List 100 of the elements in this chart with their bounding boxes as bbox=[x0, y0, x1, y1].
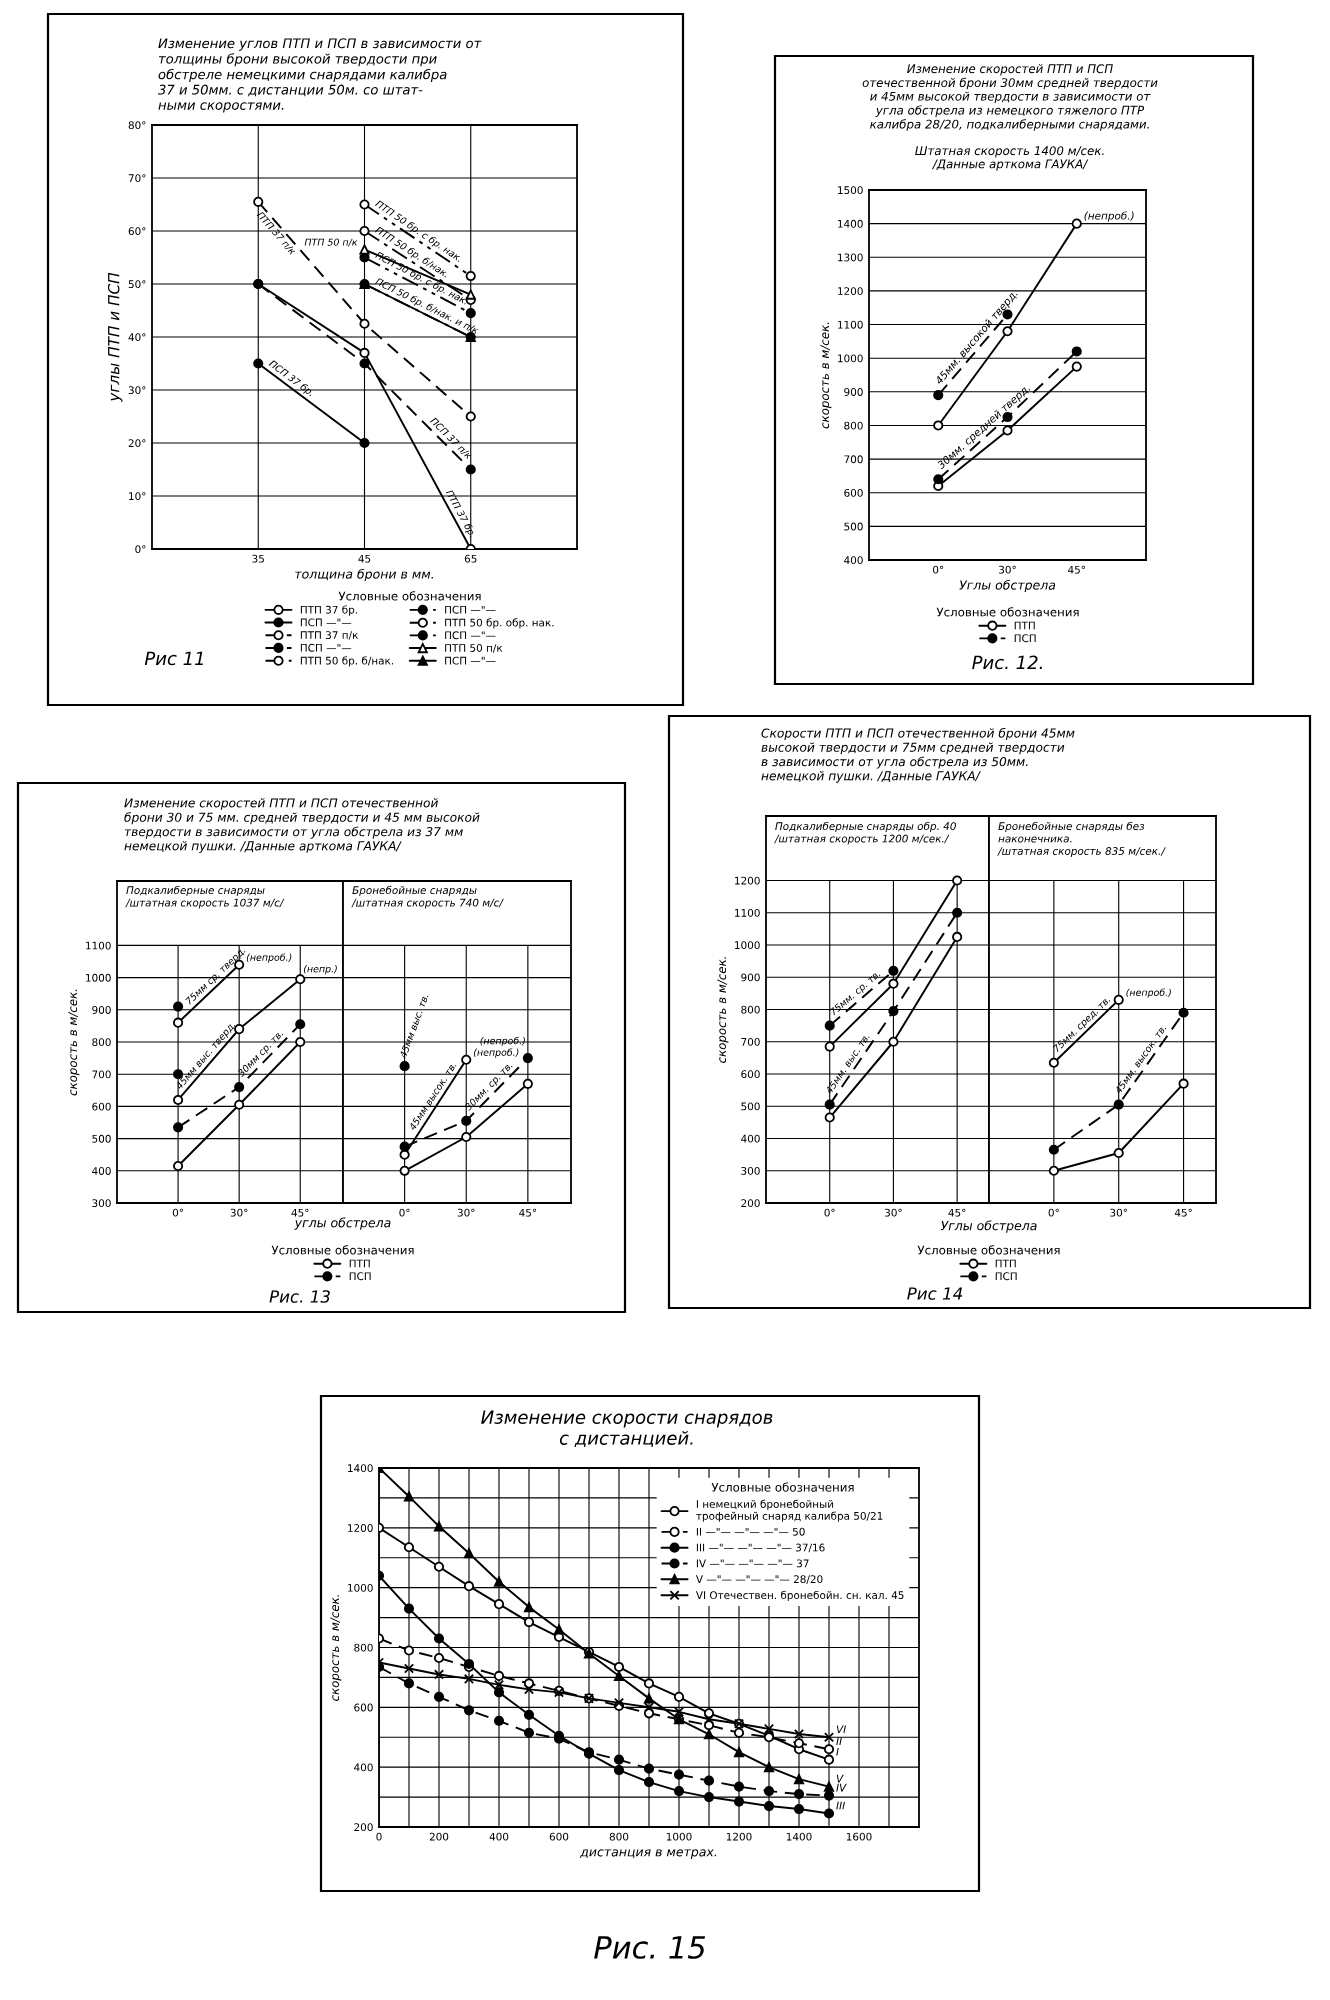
x-tick-label: 0° bbox=[1048, 1208, 1059, 1217]
annotation: 45мм выс. тв. bbox=[399, 993, 429, 1059]
text: Рис. 13 bbox=[269, 1290, 330, 1303]
legend-label: ПТП 37 бр. bbox=[300, 605, 357, 616]
text: Рис 14 bbox=[907, 1287, 963, 1300]
chart-title: Изменение скорости снарядов с дистанцией. bbox=[481, 1410, 773, 1448]
text: Бронебойные снаряды /штатная скорость 740 м/с/ bbox=[351, 885, 504, 909]
y-tick-label: 1100 bbox=[86, 941, 111, 950]
y-tick-label: 1500 bbox=[838, 186, 863, 195]
y-tick-label: 200 bbox=[741, 1199, 760, 1208]
x-tick-label: 45° bbox=[1068, 565, 1085, 574]
x-tick-label: 30° bbox=[230, 1208, 248, 1217]
y-axis-title: скорость в м/сек. bbox=[717, 957, 729, 1063]
y-tick-label: 800 bbox=[92, 1038, 111, 1047]
x-tick-label: 1000 bbox=[666, 1832, 692, 1841]
legend-label: ПСП —"— bbox=[445, 631, 496, 640]
y-tick-label: 0° bbox=[135, 545, 146, 554]
y-tick-label: 1000 bbox=[86, 973, 111, 982]
legend-label: ПТП bbox=[1014, 621, 1035, 630]
y-tick-label: 1100 bbox=[838, 320, 863, 329]
text: Рис. 12. bbox=[972, 655, 1042, 670]
annotation: II bbox=[836, 1737, 842, 1746]
annotation: (непроб.) bbox=[246, 953, 292, 963]
y-tick-label: 600 bbox=[741, 1070, 760, 1079]
x-tick-label: 200 bbox=[429, 1832, 449, 1841]
annotation: (непроб.) bbox=[480, 1036, 525, 1047]
legend-label: ПСП —"— bbox=[300, 618, 352, 627]
y-tick-label: 80° bbox=[128, 121, 146, 130]
legend-label: VI Отечествен. бронебойн. сн. кал. 45 bbox=[695, 1590, 904, 1602]
y-tick-label: 800 bbox=[844, 421, 863, 430]
legend-label: ПСП —"— bbox=[445, 656, 496, 665]
y-tick-label: 40° bbox=[128, 333, 146, 342]
y-tick-label: 50° bbox=[128, 280, 146, 289]
y-tick-label: 400 bbox=[92, 1167, 111, 1175]
x-tick-label: 1600 bbox=[846, 1832, 872, 1841]
y-tick-label: 30° bbox=[128, 386, 146, 395]
x-tick-label: 30° bbox=[1110, 1208, 1127, 1217]
legend-label: ПТП 50 бр. обр. нак. bbox=[445, 618, 554, 629]
chart-title: Изменение скоростей ПТП и ПСП отечественной брони 30мм средней твердости и 45мм высокой твердости в зависимости от угла обстрела из немецкого тяжелого ПТР калибра 28/20, подкалиберными снарядами. bbox=[862, 64, 1158, 131]
text: Подкалиберные снаряды /штатная скорость 1037 м/с/ bbox=[125, 885, 285, 909]
chart-title: Изменение углов ПТП и ПСП в зависимости от толщины брони высокой твердости при обстреле немецкими снарядами калибра 37 и 50мм. с дистанции 50м. со штат- ными скоростями. bbox=[158, 38, 482, 113]
annotation: III bbox=[836, 1801, 845, 1810]
y-tick-label: 60° bbox=[128, 227, 146, 236]
legend-label: III —"— —"— —"— 37/16 bbox=[696, 1543, 825, 1553]
annotation: VI bbox=[836, 1725, 846, 1734]
legend-title: Условные обозначения bbox=[917, 1245, 1060, 1255]
y-tick-label: 10° bbox=[129, 492, 146, 501]
x-axis-title: толщина брони в мм. bbox=[295, 568, 434, 582]
x-tick-label: 0° bbox=[824, 1208, 835, 1217]
x-tick-label: 0° bbox=[172, 1208, 184, 1217]
x-tick-label: 1200 bbox=[726, 1832, 752, 1841]
text: Рис. 15 bbox=[594, 1936, 706, 1959]
y-tick-label: 800 bbox=[741, 1005, 760, 1014]
annotation: ПТП 37 бр. bbox=[444, 489, 477, 539]
text: Бронебойные снаряды без наконечника. /штатная скорость 835 м/сек./ bbox=[997, 821, 1166, 857]
x-tick-label: 45° bbox=[1174, 1208, 1192, 1217]
y-tick-label: 500 bbox=[741, 1102, 760, 1111]
text: Подкалиберные снаряды обр. 40 /штатная скорость 1200 м/сек./ bbox=[774, 821, 956, 845]
annotation: (непроб.) bbox=[1126, 988, 1171, 998]
x-axis-title: углы обстрела bbox=[294, 1217, 391, 1230]
y-tick-label: 300 bbox=[741, 1166, 760, 1175]
chart-subtitle: Штатная скорость 1400 м/сек. /Данные арткома ГАУКА/ bbox=[915, 146, 1104, 171]
y-tick-label: 500 bbox=[92, 1134, 111, 1143]
y-axis-title: скорость в м/сек. bbox=[820, 322, 832, 429]
y-tick-label: 1100 bbox=[735, 908, 760, 917]
y-tick-label: 600 bbox=[92, 1102, 111, 1111]
x-tick-label: 35 bbox=[252, 554, 264, 563]
x-tick-label: 800 bbox=[609, 1832, 629, 1841]
y-tick-label: 400 bbox=[741, 1134, 760, 1143]
legend-title: Условные обозначения bbox=[711, 1482, 854, 1492]
x-tick-label: 1400 bbox=[786, 1832, 812, 1841]
annotation: (непроб.) bbox=[1084, 211, 1134, 222]
legend-label: V —"— —"— —"— 28/20 bbox=[695, 1575, 823, 1584]
annotation: (непр.) bbox=[303, 965, 337, 975]
legend-label: II —"— —"— —"— 50 bbox=[696, 1527, 805, 1536]
legend-label: ПТП 50 п/к bbox=[445, 644, 503, 653]
y-axis-title: углы ПТП и ПСП bbox=[107, 272, 123, 403]
y-tick-label: 700 bbox=[92, 1070, 111, 1079]
y-axis-title: скорость в м/сек. bbox=[68, 989, 80, 1096]
y-tick-label: 1000 bbox=[348, 1583, 373, 1592]
legend-label: I немецкий бронебойный трофейный снаряд калибра 50/21 bbox=[696, 1499, 883, 1522]
y-tick-label: 70° bbox=[128, 174, 146, 183]
x-axis-title: дистанция в метрах. bbox=[580, 1849, 717, 1859]
chart-title: Изменение скоростей ПТП и ПСП отечественной брони 30 и 75 мм. средней твердости и 45 мм высокой твердости в зависимости от угла обстрела из 37 мм немецкой пушки. /Данные арткома ГАУКА/ bbox=[124, 798, 480, 853]
x-tick-label: 45° bbox=[948, 1208, 966, 1217]
y-tick-label: 1200 bbox=[838, 287, 863, 296]
y-tick-label: 600 bbox=[844, 488, 863, 497]
y-tick-label: 1400 bbox=[838, 219, 863, 228]
legend-title: Условные обозначения bbox=[271, 1245, 414, 1255]
chart-title: Скорости ПТП и ПСП отечественной брони 45мм высокой твердости и 75мм средней твердости в зависимости от угла обстрела из 50мм. немецкой пушки. /Данные ГАУКА/ bbox=[761, 728, 1075, 783]
legend-label: ПСП bbox=[1014, 634, 1036, 643]
legend-label: ПСП bbox=[349, 1272, 371, 1281]
x-tick-label: 45° bbox=[519, 1208, 537, 1217]
y-tick-label: 1000 bbox=[735, 941, 760, 950]
y-tick-label: 900 bbox=[92, 1006, 111, 1014]
y-tick-label: 1400 bbox=[348, 1464, 373, 1473]
y-tick-label: 300 bbox=[92, 1199, 111, 1208]
x-tick-label: 30° bbox=[999, 565, 1016, 574]
legend-label: ПТП 50 бр. б/нак. bbox=[300, 656, 394, 667]
y-tick-label: 700 bbox=[741, 1037, 760, 1046]
